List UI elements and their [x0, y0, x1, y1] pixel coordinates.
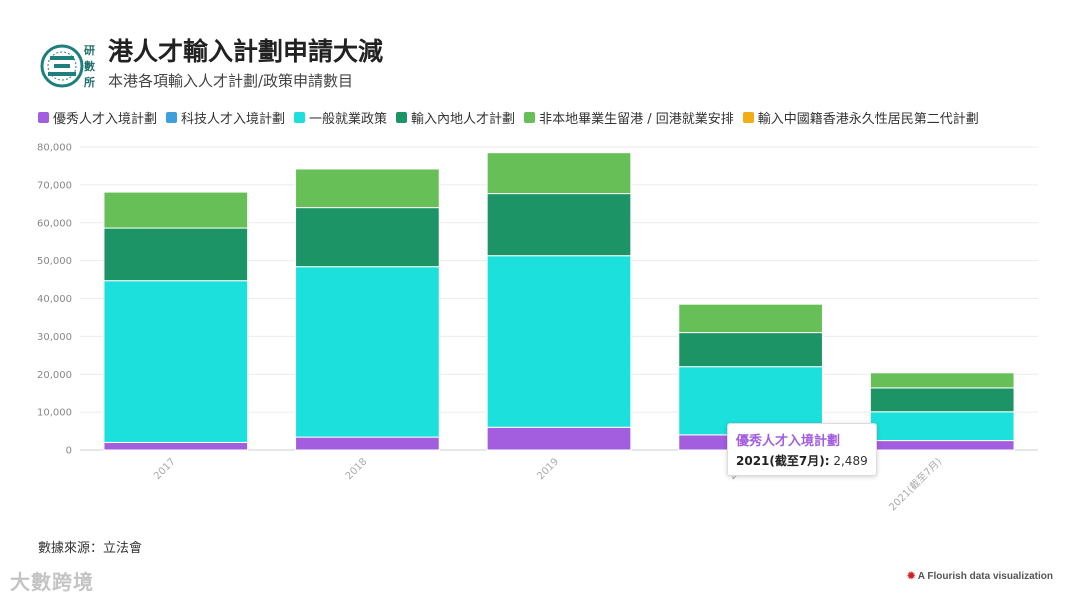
- tooltip-value: 2,489: [833, 454, 868, 468]
- bar-segment[interactable]: [869, 372, 1015, 389]
- logo-char-3: 所: [84, 75, 95, 89]
- legend-label-1: 優秀人才入境計劃: [53, 112, 158, 127]
- legend-item-6[interactable]: 輸入中國籍香港永久性居民第二代計劃: [742, 108, 979, 127]
- chart-title: 港人才輸入計劃申請大減: [108, 37, 384, 66]
- bar-segment[interactable]: [869, 387, 1015, 413]
- bar-segment[interactable]: [486, 255, 632, 428]
- x-tick-label: 2019: [535, 456, 561, 482]
- bar-segment[interactable]: [295, 207, 440, 268]
- watermark: 大數跨境: [10, 570, 94, 594]
- y-tick-label: 50,000: [37, 256, 72, 267]
- y-tick-label: 60,000: [37, 218, 72, 229]
- bar-segment[interactable]: [295, 436, 440, 451]
- legend-item-5[interactable]: 非本地畢業生留港 / 回港就業安排: [524, 108, 734, 127]
- x-tick-label: 2021(截至7月): [886, 455, 944, 513]
- bar-segment[interactable]: [103, 441, 249, 451]
- flourish-credit-text: A Flourish data visualization: [917, 571, 1053, 582]
- bar-segment[interactable]: [295, 266, 440, 438]
- flourish-credit[interactable]: ✹ A Flourish data visualization: [907, 571, 1053, 582]
- y-tick-label: 10,000: [37, 408, 72, 419]
- bar-segment[interactable]: [103, 227, 249, 282]
- x-tick-label: 2018: [344, 456, 370, 482]
- legend-swatch-5: [524, 112, 536, 123]
- bar-segment[interactable]: [486, 193, 632, 257]
- bar-segment[interactable]: [678, 303, 823, 334]
- legend-label-5: 非本地畢業生留港 / 回港就業安排: [539, 112, 734, 127]
- y-tick-label: 30,000: [37, 332, 72, 343]
- y-tick-label: 80,000: [37, 143, 72, 154]
- bar-segment[interactable]: [486, 426, 632, 451]
- chart-subtitle: 本港各項輸入人才計劃/政策申請數目: [108, 72, 354, 90]
- bar-segment[interactable]: [678, 332, 823, 368]
- y-tick-label: 20,000: [37, 370, 72, 381]
- bar-segment[interactable]: [869, 411, 1015, 442]
- legend-item-2[interactable]: 科技人才入境計劃: [166, 108, 285, 127]
- flourish-icon: ✹: [906, 571, 916, 582]
- legend: 優秀人才入境計劃 科技人才入境計劃 一般就業政策 輸入內地人才計劃 非本地畢業生…: [38, 108, 979, 127]
- bar-segment[interactable]: [869, 440, 1015, 451]
- tooltip-series: 優秀人才入境計劃: [736, 434, 841, 449]
- y-tick-label: 0: [66, 446, 72, 457]
- bar-segment[interactable]: [486, 152, 632, 195]
- legend-label-4: 輸入內地人才計劃: [411, 112, 516, 127]
- x-tick-label: 2017: [152, 456, 178, 482]
- y-tick-label: 40,000: [37, 294, 72, 305]
- legend-label-2: 科技人才入境計劃: [181, 112, 286, 127]
- data-source: 數據來源：立法會: [38, 541, 143, 556]
- legend-swatch-6: [742, 112, 754, 123]
- logo-char-2: 數: [84, 59, 95, 73]
- legend-swatch-2: [166, 112, 178, 123]
- bar-segment[interactable]: [103, 280, 249, 443]
- legend-label-3: 一般就業政策: [309, 112, 388, 127]
- legend-swatch-1: [38, 112, 49, 123]
- y-tick-label: 70,000: [37, 180, 72, 191]
- logo: 研 數 所: [40, 44, 95, 89]
- legend-item-3[interactable]: 一般就業政策: [294, 108, 387, 127]
- bar-segment[interactable]: [295, 168, 440, 209]
- legend-label-6: 輸入中國籍香港永久性居民第二代計劃: [757, 112, 979, 127]
- legend-swatch-4: [396, 112, 408, 123]
- bar-segment[interactable]: [103, 191, 249, 229]
- tooltip-label: 2021(截至7月):: [736, 454, 830, 468]
- logo-char-1: 研: [84, 44, 95, 57]
- legend-item-1[interactable]: 優秀人才入境計劃: [38, 108, 157, 127]
- tooltip: 優秀人才入境計劃 2021(截至7月): 2,489: [727, 423, 877, 476]
- legend-item-4[interactable]: 輸入內地人才計劃: [396, 108, 515, 127]
- legend-swatch-3: [294, 112, 306, 123]
